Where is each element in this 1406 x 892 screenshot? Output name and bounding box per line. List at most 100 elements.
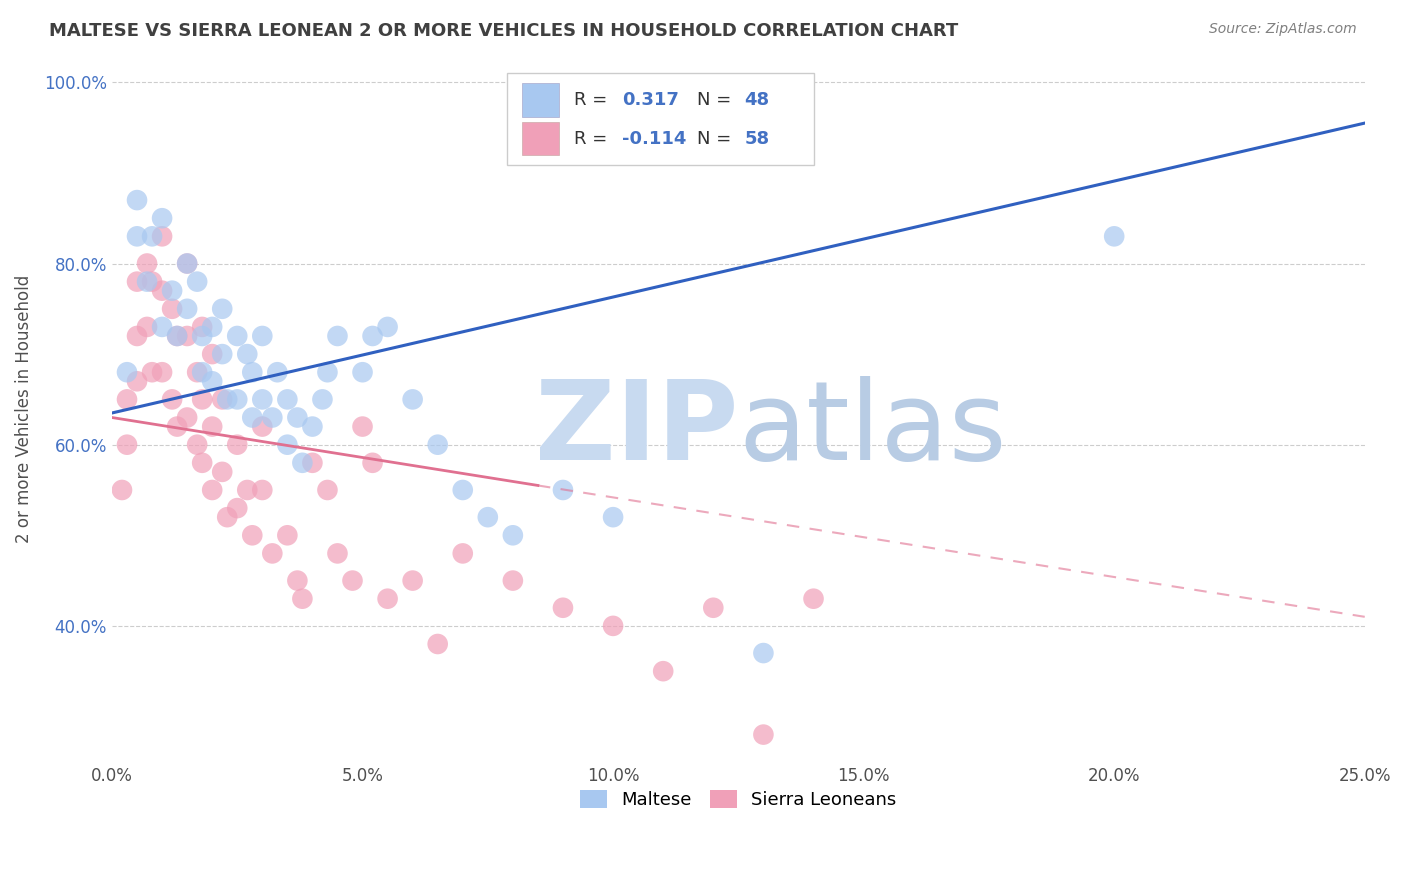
Point [377,591,399,606]
Point [240,365,263,379]
Text: 58: 58 [745,129,769,147]
Point [191,320,214,334]
Point [236,483,259,497]
Point [125,374,148,388]
Point [262,410,284,425]
Text: R =: R = [574,91,613,109]
Point [502,528,524,542]
Point [141,365,163,379]
Point [166,419,188,434]
Point [426,637,449,651]
Text: 0.317: 0.317 [621,91,679,109]
Point [166,329,188,343]
Point [287,410,309,425]
Point [602,510,624,524]
Point [252,392,274,407]
Point [361,456,384,470]
Point [240,410,263,425]
Point [652,664,675,678]
Point [226,438,249,452]
Legend: Maltese, Sierra Leoneans: Maltese, Sierra Leoneans [572,782,904,816]
FancyBboxPatch shape [522,121,560,155]
Point [342,574,364,588]
Point [226,501,249,516]
Point [217,392,239,407]
Point [176,256,198,270]
Point [160,284,183,298]
Point [150,229,173,244]
Point [115,438,138,452]
Point [426,438,449,452]
Point [316,483,339,497]
Point [191,365,214,379]
Point [276,438,298,452]
Point [176,410,198,425]
Point [211,465,233,479]
Point [276,392,298,407]
Point [211,301,233,316]
Point [226,329,249,343]
Point [136,320,159,334]
Point [262,546,284,560]
Point [276,528,298,542]
Point [201,419,224,434]
Point [176,256,198,270]
Point [316,365,339,379]
Y-axis label: 2 or more Vehicles in Household: 2 or more Vehicles in Household [15,275,32,542]
Point [451,483,474,497]
Point [201,374,224,388]
Point [166,329,188,343]
Point [252,483,274,497]
Point [186,275,208,289]
Point [201,320,224,334]
Point [291,591,314,606]
Point [191,456,214,470]
Point [176,301,198,316]
Point [111,483,134,497]
Point [150,320,173,334]
Point [191,329,214,343]
Point [236,347,259,361]
Point [186,365,208,379]
Point [136,256,159,270]
Point [226,392,249,407]
Point [186,438,208,452]
Point [240,528,263,542]
Point [136,275,159,289]
Point [150,284,173,298]
Point [401,392,423,407]
Point [252,419,274,434]
Point [176,329,198,343]
Point [150,211,173,226]
Point [125,229,148,244]
Point [326,329,349,343]
Point [201,347,224,361]
Point [803,591,825,606]
Point [301,419,323,434]
Point [502,574,524,588]
Text: ZIP: ZIP [536,376,738,483]
Point [211,392,233,407]
Point [551,600,574,615]
Point [125,329,148,343]
Point [702,600,724,615]
Text: N =: N = [697,129,737,147]
Point [352,365,374,379]
Point [160,392,183,407]
Point [217,510,239,524]
Point [141,229,163,244]
Point [401,574,423,588]
Point [752,646,775,660]
Point [211,347,233,361]
Point [352,419,374,434]
FancyBboxPatch shape [506,73,814,165]
Point [311,392,333,407]
Text: atlas: atlas [738,376,1007,483]
Point [326,546,349,560]
Point [291,456,314,470]
Point [477,510,499,524]
FancyBboxPatch shape [522,83,560,117]
Point [451,546,474,560]
Point [752,728,775,742]
Point [201,483,224,497]
